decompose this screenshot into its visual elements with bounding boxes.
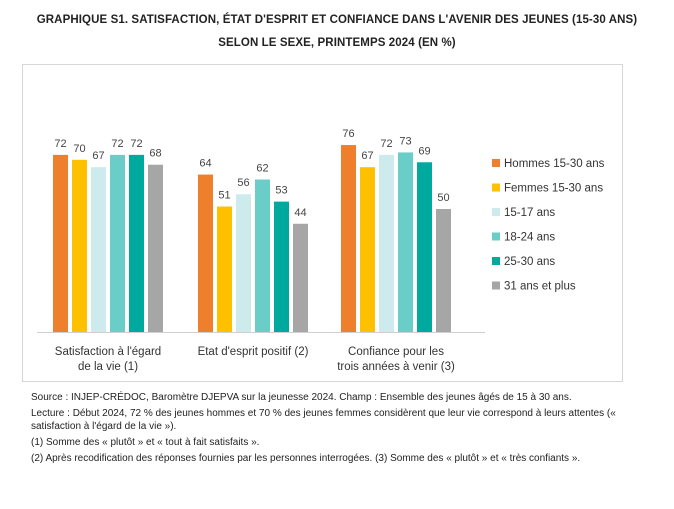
bar-31-ans-et-plus-cat1: [293, 223, 308, 332]
legend-label: 15-17 ans: [504, 207, 555, 219]
category-label: Etat d'esprit positif (2): [198, 346, 309, 358]
data-label: 72: [54, 138, 66, 150]
data-label: 56: [237, 177, 249, 189]
bar-25-30-ans-cat0: [129, 154, 144, 332]
data-label: 50: [437, 192, 449, 204]
legend-swatch: [492, 232, 500, 241]
reading-note: Lecture : Début 2024, 72 % des jeunes ho…: [31, 408, 616, 432]
chart-subtitle: SELON LE SEXE, PRINTEMPS 2024 (EN %): [218, 37, 456, 49]
data-label: 72: [130, 138, 142, 150]
bar-15-17-ans-cat0: [91, 167, 106, 332]
legend-swatch: [492, 159, 500, 167]
data-label: 51: [218, 190, 230, 202]
legend-swatch: [492, 257, 500, 265]
chart-notes: Source : INJEP-CRÉDOC, Baromètre DJEPVA …: [31, 391, 651, 468]
source-note: Source : INJEP-CRÉDOC, Baromètre DJEPVA …: [31, 392, 572, 403]
data-label: 64: [199, 158, 211, 170]
bar-femmes-15-30-ans-cat1: [217, 206, 232, 332]
legend-swatch: [492, 281, 500, 290]
bar-18-24-ans-cat1: [255, 179, 270, 332]
category-label: de la vie (1): [78, 361, 138, 373]
data-label: 76: [342, 128, 354, 140]
legend-swatch: [492, 183, 500, 192]
legend-swatch: [492, 208, 500, 216]
data-label: 72: [111, 138, 123, 150]
data-label: 69: [418, 145, 430, 157]
chart-area: 72 70 67 72 72 68 Satisfaction à l'égard de la …: [22, 64, 623, 382]
bar-18-24-ans-cat2: [398, 152, 413, 332]
bar-25-30-ans-cat2: [417, 162, 432, 332]
bar-15-17-ans-cat1: [236, 194, 251, 332]
bar-femmes-15-30-ans-cat2: [360, 167, 375, 332]
bar-18-24-ans-cat0: [110, 154, 125, 332]
category-label: trois années à venir (3): [337, 361, 455, 373]
data-label: 68: [149, 148, 161, 160]
bar-femmes-15-30-ans-cat0: [72, 159, 87, 332]
bar-31-ans-et-plus-cat2: [436, 209, 451, 332]
legend-label: 25-30 ans: [504, 256, 555, 268]
data-label: 62: [256, 162, 268, 174]
legend-label: Femmes 15-30 ans: [504, 183, 603, 195]
data-label: 72: [380, 138, 392, 150]
footnote-1: (1) Somme des « plutôt » et « tout à fai…: [31, 437, 260, 448]
data-label: 53: [275, 185, 287, 197]
bar-hommes-15-30-ans-cat1: [198, 174, 213, 332]
footnote-2-3: (2) Après recodification des réponses fo…: [31, 453, 581, 464]
data-label: 44: [294, 207, 306, 219]
legend-label: Hommes 15-30 ans: [504, 158, 605, 170]
category-label: Satisfaction à l'égard: [55, 346, 161, 358]
chart-title: GRAPHIQUE S1. SATISFACTION, ÉTAT D'ESPRI…: [36, 14, 638, 26]
bar-hommes-15-30-ans-cat0: [53, 154, 68, 332]
legend-label: 31 ans et plus: [504, 281, 576, 293]
bar-15-17-ans-cat2: [379, 154, 394, 332]
bar-31-ans-et-plus-cat0: [148, 164, 163, 332]
bar-25-30-ans-cat1: [274, 201, 289, 332]
legend-label: 18-24 ans: [504, 232, 555, 244]
data-label: 67: [92, 150, 104, 162]
data-label: 70: [73, 143, 85, 155]
bar-hommes-15-30-ans-cat2: [341, 145, 356, 332]
bar-chart: 72 70 67 72 72 68 Satisfaction à l'égard de la …: [37, 128, 605, 373]
data-label: 73: [399, 135, 411, 147]
category-label: Confiance pour les: [348, 346, 444, 358]
data-label: 67: [361, 150, 373, 162]
